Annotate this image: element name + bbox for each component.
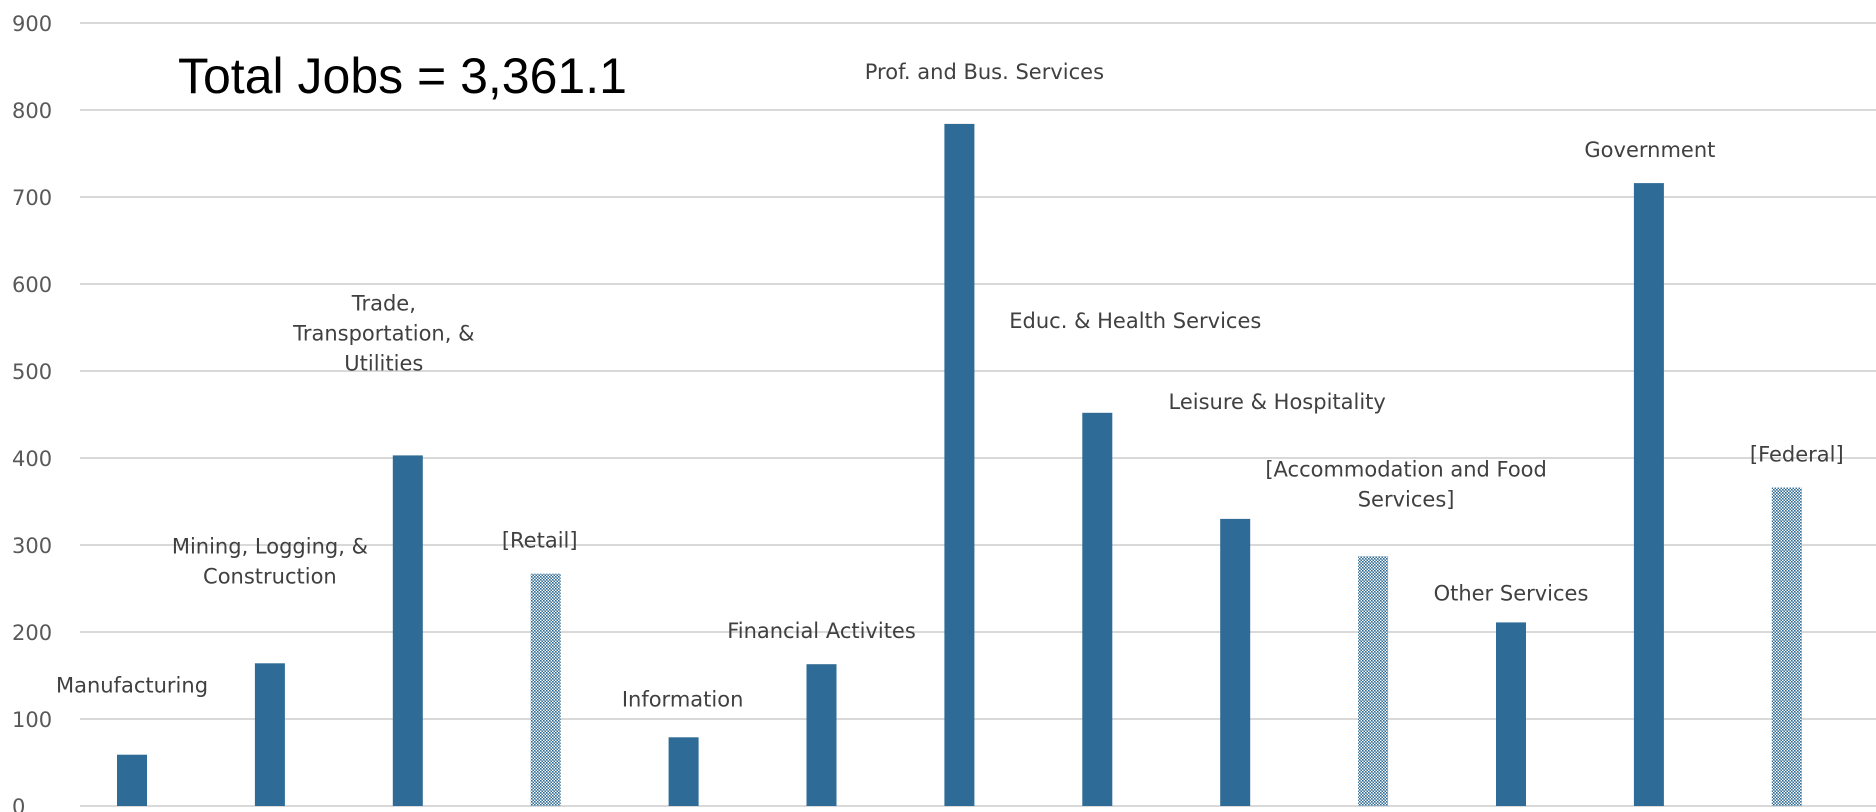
category-label: Financial Activites <box>727 619 916 643</box>
bars <box>117 123 1802 807</box>
bar <box>1771 487 1802 806</box>
y-tick-label: 900 <box>12 12 52 36</box>
category-labels: Manufacturing Mining, Logging, & Construct… <box>56 60 1844 711</box>
bar <box>668 737 699 806</box>
y-axis-ticks: 0 100 200 300 400 500 600 700 800 900 <box>12 12 52 812</box>
bar <box>1496 622 1526 806</box>
category-label: [Retail] <box>502 529 578 553</box>
category-label: [Accommodation and Food Services] <box>1265 457 1547 511</box>
category-label: Leisure & Hospitality <box>1169 390 1386 414</box>
total-jobs-annotation: Total Jobs = 3,361.1 <box>178 48 627 104</box>
y-tick-label: 500 <box>12 360 52 384</box>
bar <box>806 664 837 806</box>
category-label: Other Services <box>1434 581 1589 605</box>
bar <box>254 663 285 806</box>
y-tick-label: 400 <box>12 447 52 471</box>
category-label: Government <box>1584 138 1715 162</box>
y-tick-label: 800 <box>12 99 52 123</box>
y-tick-label: 300 <box>12 534 52 558</box>
bar <box>530 573 561 806</box>
bar <box>944 123 975 806</box>
bar <box>392 455 423 806</box>
bar <box>1358 556 1389 806</box>
bar <box>1633 183 1664 807</box>
category-label: Trade, Transportation, & Utilities <box>292 291 474 375</box>
y-tick-label: 100 <box>12 708 52 732</box>
category-label: Manufacturing <box>56 674 208 698</box>
bar <box>1082 412 1113 806</box>
bar <box>117 754 147 806</box>
category-label: Educ. & Health Services <box>1009 309 1261 333</box>
category-label: Information <box>622 687 744 711</box>
y-tick-label: 600 <box>12 273 52 297</box>
y-tick-label: 700 <box>12 186 52 210</box>
category-label: [Federal] <box>1750 443 1844 467</box>
y-tick-label: 0 <box>12 795 25 812</box>
y-tick-label: 200 <box>12 621 52 645</box>
gridlines <box>80 22 1876 807</box>
bar <box>1220 518 1251 806</box>
category-label: Prof. and Bus. Services <box>865 60 1104 84</box>
category-label: Mining, Logging, & Construction <box>172 534 368 588</box>
